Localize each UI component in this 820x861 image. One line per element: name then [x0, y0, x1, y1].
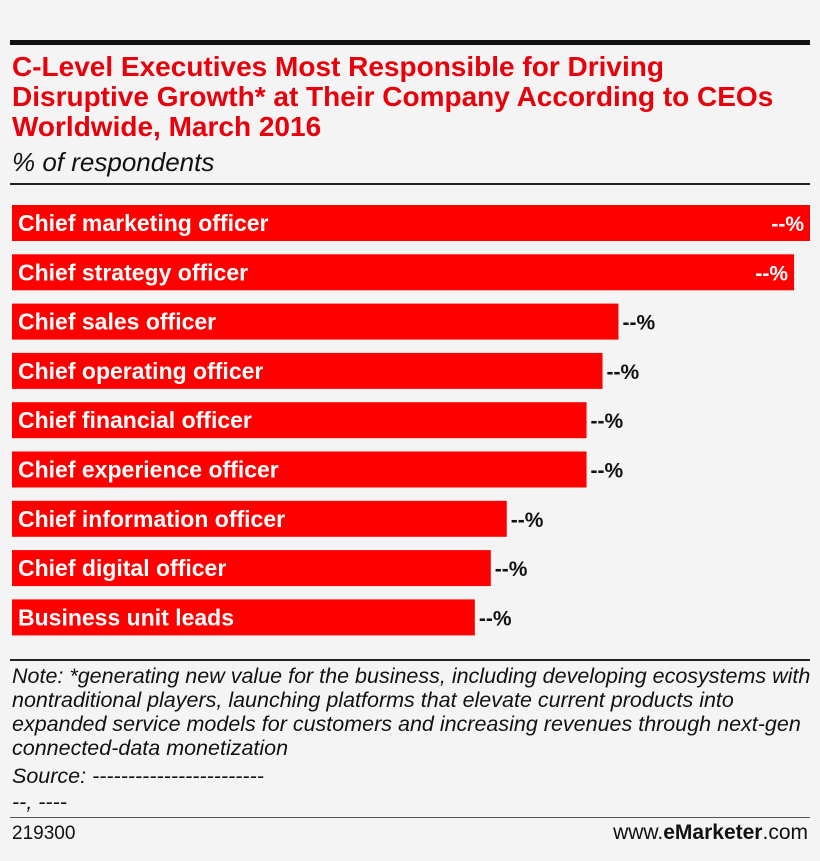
category-label-6: Chief information officer — [18, 506, 285, 532]
chart-source-detail: --, ---- — [12, 790, 67, 814]
value-label-2: --% — [622, 312, 655, 335]
bar-4 — [12, 402, 587, 439]
chart-id: 219300 — [12, 823, 76, 844]
chart-title: C-Level Executives Most Responsible for … — [12, 51, 774, 142]
value-label-1: --% — [755, 262, 788, 285]
brand-link[interactable]: www.eMarketer.com — [613, 821, 808, 845]
value-label-7: --% — [495, 558, 528, 581]
header-rule — [10, 183, 810, 185]
bar-5 — [12, 451, 587, 488]
chart-note: Note: *generating new value for the busi… — [12, 664, 811, 760]
bar-0 — [12, 205, 810, 241]
bar-7 — [12, 550, 491, 587]
category-label-3: Chief operating officer — [18, 358, 263, 384]
value-label-3: --% — [607, 361, 640, 384]
chart-source: Source: ------------------------ — [12, 764, 264, 788]
brand-prefix: www. — [613, 821, 664, 844]
value-label-8: --% — [479, 607, 512, 630]
brand-name: eMarketer — [663, 821, 763, 844]
value-label-4: --% — [591, 410, 624, 433]
category-label-4: Chief financial officer — [18, 407, 252, 433]
brand-suffix: .com — [762, 821, 808, 844]
value-label-6: --% — [511, 509, 544, 532]
top-rule — [10, 40, 810, 45]
category-label-1: Chief strategy officer — [18, 259, 248, 285]
bar-chart: Chief marketing officer --% Chief strategy… — [12, 205, 810, 636]
category-label-5: Chief experience officer — [18, 457, 279, 483]
bar-3 — [12, 352, 603, 389]
category-label-7: Chief digital officer — [18, 555, 226, 581]
bar-2 — [12, 303, 619, 340]
category-label-8: Business unit leads — [18, 604, 234, 630]
category-label-2: Chief sales officer — [18, 309, 216, 335]
chart-subtitle: % of respondents — [12, 147, 215, 177]
bar-1 — [12, 254, 795, 291]
footer-rule — [10, 817, 810, 818]
bar-6 — [12, 500, 507, 537]
value-label-5: --% — [591, 460, 624, 483]
category-label-0: Chief marketing officer — [18, 210, 269, 236]
note-rule — [10, 659, 810, 661]
bar-8 — [12, 599, 475, 636]
value-label-0: --% — [771, 213, 804, 236]
